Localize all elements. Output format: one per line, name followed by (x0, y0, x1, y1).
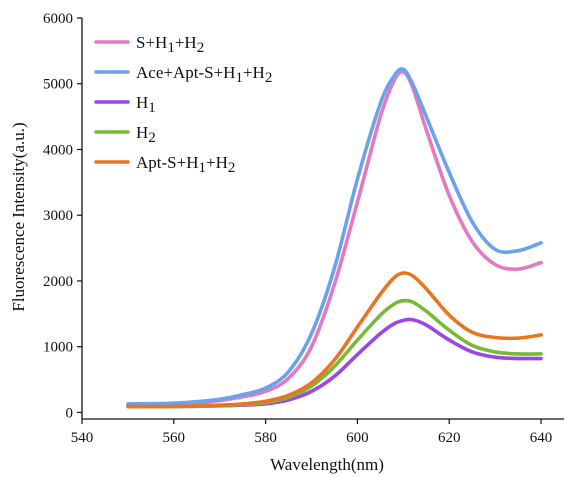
x-ticks: 540 560 580 600 620 640 (71, 419, 553, 446)
x-axis-title: Wavelength(nm) (270, 455, 384, 474)
y-tick-label: 6000 (43, 11, 73, 27)
y-axis-title: Fluorescence Intensity(a.u.) (9, 122, 28, 311)
x-tick-label: 620 (438, 430, 461, 446)
y-tick-label: 1000 (43, 340, 73, 356)
legend-label-5: Apt-S+H1+H2 (136, 153, 235, 176)
x-tick-label: 580 (254, 430, 277, 446)
series-line-2 (126, 67, 543, 406)
legend-label-3: H1 (136, 93, 156, 116)
series-lines (126, 67, 543, 409)
series-line-1 (126, 69, 543, 409)
x-tick-label: 540 (71, 430, 94, 446)
legend: S+H1+H2 Ace+Apt-S+H1+H2 H1 H2 Apt-S+H1+H2 (94, 33, 272, 176)
y-tick-label: 5000 (43, 77, 73, 93)
x-tick-label: 640 (530, 430, 553, 446)
series-line-5 (126, 271, 543, 409)
legend-label-4: H2 (136, 123, 156, 146)
legend-label-2: Ace+Apt-S+H1+H2 (136, 63, 272, 86)
y-tick-label: 2000 (43, 274, 73, 290)
y-tick-label: 3000 (43, 208, 73, 224)
x-tick-label: 560 (163, 430, 186, 446)
y-tick-label: 0 (66, 405, 74, 421)
legend-label-1: S+H1+H2 (136, 33, 204, 56)
x-tick-label: 600 (346, 430, 369, 446)
axes (81, 18, 564, 420)
y-ticks: 0 1000 2000 3000 4000 5000 6000 (43, 11, 82, 421)
y-tick-label: 4000 (43, 142, 73, 158)
